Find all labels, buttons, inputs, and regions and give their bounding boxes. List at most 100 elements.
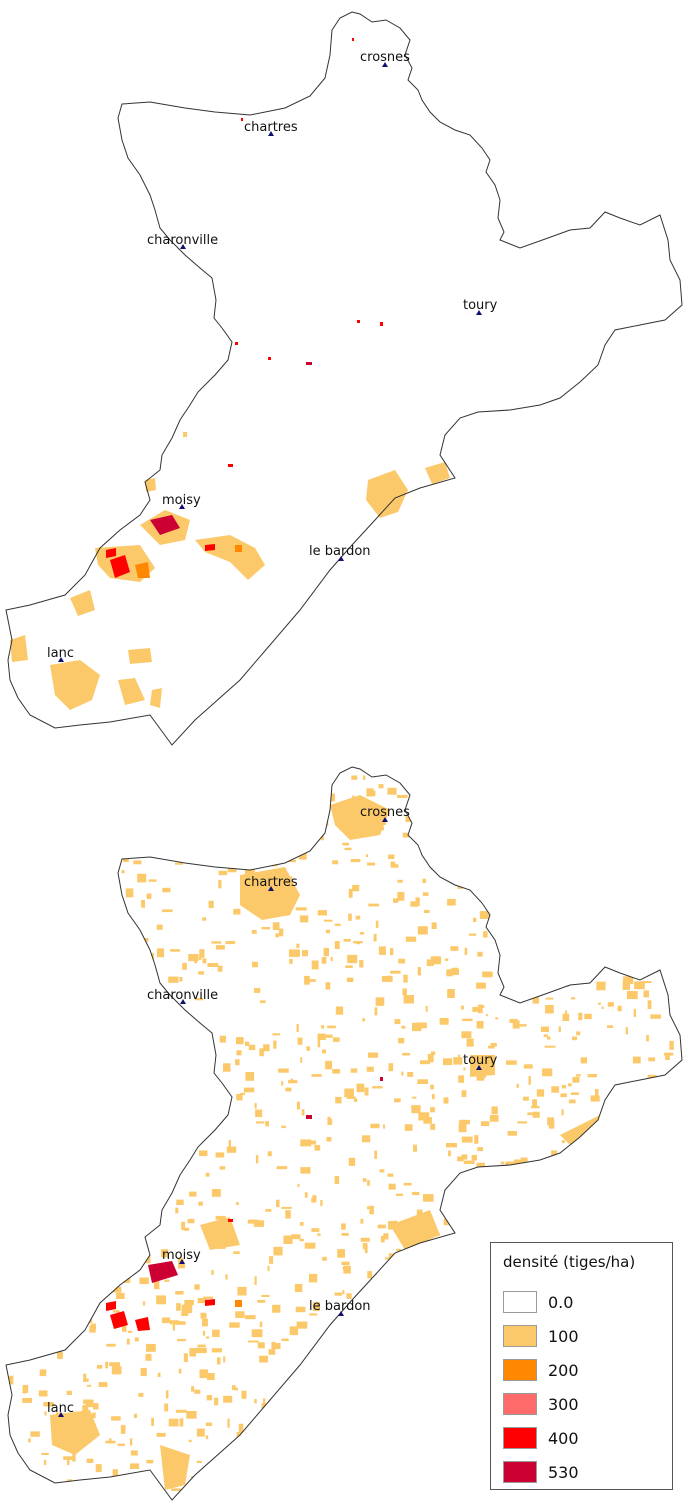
- density-speckle: [354, 1099, 357, 1102]
- density-speckle: [180, 977, 183, 982]
- density-speckle: [300, 915, 308, 922]
- density-speckle: [388, 855, 394, 860]
- density-speckle: [154, 1076, 156, 1081]
- density-speckle: [125, 973, 130, 980]
- density-speckle: [324, 948, 329, 956]
- density-speckle: [36, 1324, 40, 1333]
- density-speckle: [254, 988, 260, 993]
- density-speckle: [28, 767, 34, 772]
- density-speckle: [601, 887, 608, 896]
- density-speckle: [84, 1155, 90, 1159]
- density-speckle: [473, 850, 475, 858]
- density-speckle: [444, 1097, 449, 1103]
- density-speckle: [650, 939, 658, 941]
- density-speckle: [19, 1077, 23, 1082]
- density-speckle: [607, 1153, 611, 1161]
- town-label-toury: toury: [463, 1053, 498, 1068]
- density-speckle: [110, 1034, 121, 1042]
- town-label-moisy: moisy: [162, 493, 201, 508]
- density-speckle: [236, 1094, 242, 1101]
- density-speckle: [127, 1243, 135, 1249]
- density-speckle: [664, 789, 670, 794]
- density-speckle: [350, 1484, 357, 1491]
- density-speckle: [535, 867, 545, 870]
- density-speckle: [407, 1072, 413, 1077]
- density-speckle: [328, 1437, 338, 1441]
- density-speckle: [519, 943, 525, 950]
- density-speckle: [298, 1443, 301, 1446]
- density-speckle: [452, 768, 457, 773]
- density-speckle: [532, 854, 542, 858]
- density-speckle: [432, 1094, 435, 1099]
- density-speckle: [277, 767, 288, 776]
- density-speckle: [194, 1390, 200, 1394]
- density-speckle: [374, 1385, 381, 1394]
- density-speckle: [115, 1136, 120, 1141]
- density-speckle: [417, 1079, 428, 1084]
- density-speckle: [443, 1450, 447, 1457]
- density-speckle: [117, 1025, 125, 1033]
- density-speckle: [156, 784, 167, 791]
- density-speckle: [383, 1125, 385, 1129]
- density-speckle: [598, 1003, 601, 1005]
- density-speckle: [59, 1099, 66, 1106]
- density-speckle: [405, 1356, 412, 1361]
- density-speckle: [101, 1242, 105, 1248]
- density-speckle: [194, 1065, 204, 1073]
- density-speckle: [585, 823, 588, 826]
- density-speckle: [166, 827, 169, 830]
- density-speckle: [223, 1356, 225, 1362]
- density-speckle: [535, 906, 541, 913]
- town-label-le-bardon: le bardon: [309, 1299, 371, 1314]
- density-speckle: [194, 1284, 199, 1289]
- density-speckle: [131, 796, 135, 804]
- density-speckle: [164, 1280, 169, 1282]
- density-speckle: [440, 1464, 444, 1470]
- density-speckle: [358, 1320, 361, 1327]
- density-speckle: [74, 1486, 83, 1492]
- density-speckle: [569, 1100, 576, 1104]
- density-speckle: [309, 1274, 317, 1283]
- density-speckle: [181, 1312, 188, 1316]
- density-speckle: [346, 1498, 351, 1506]
- density-speckle: [59, 854, 65, 861]
- density-speckle: [541, 1027, 549, 1033]
- density-speckle: [81, 1135, 89, 1142]
- density-speckle: [26, 1147, 31, 1150]
- density-speckle: [567, 884, 571, 890]
- density-speckle: [562, 1109, 564, 1115]
- density-speckle: [143, 1019, 151, 1028]
- density-speckle: [512, 970, 520, 976]
- density-speckle: [606, 877, 608, 884]
- density-speckle: [48, 773, 56, 776]
- density-speckle: [459, 1120, 470, 1125]
- density-speckle: [32, 990, 41, 998]
- density-speckle: [91, 1259, 93, 1265]
- density-speckle: [295, 1284, 303, 1292]
- density-speckle: [318, 910, 327, 915]
- density-speckle: [456, 826, 463, 834]
- density-speckle: [153, 1111, 163, 1115]
- density-speckle: [189, 1440, 192, 1442]
- density-speckle: [196, 1348, 207, 1353]
- density-speckle: [376, 921, 379, 928]
- density-speckle: [203, 958, 207, 963]
- density-speckle: [617, 1106, 619, 1113]
- density-speckle: [627, 991, 638, 999]
- density-speckle: [423, 892, 429, 896]
- density-speckle: [583, 973, 591, 982]
- density-speckle: [191, 1386, 194, 1392]
- density-speckle: [35, 1118, 46, 1125]
- density-speckle: [387, 976, 391, 979]
- density-speckle: [465, 800, 471, 804]
- density-speckle: [85, 1164, 96, 1171]
- density-speckle: [334, 1466, 338, 1472]
- density-speckle: [514, 978, 519, 980]
- density-speckle: [66, 1260, 77, 1263]
- density-speckle: [31, 1337, 34, 1344]
- density-speckle: [376, 997, 385, 1006]
- density-speckle: [410, 1282, 416, 1286]
- density-speckle: [391, 864, 399, 868]
- density-speckle: [454, 1335, 456, 1340]
- density-speckle: [216, 1152, 225, 1157]
